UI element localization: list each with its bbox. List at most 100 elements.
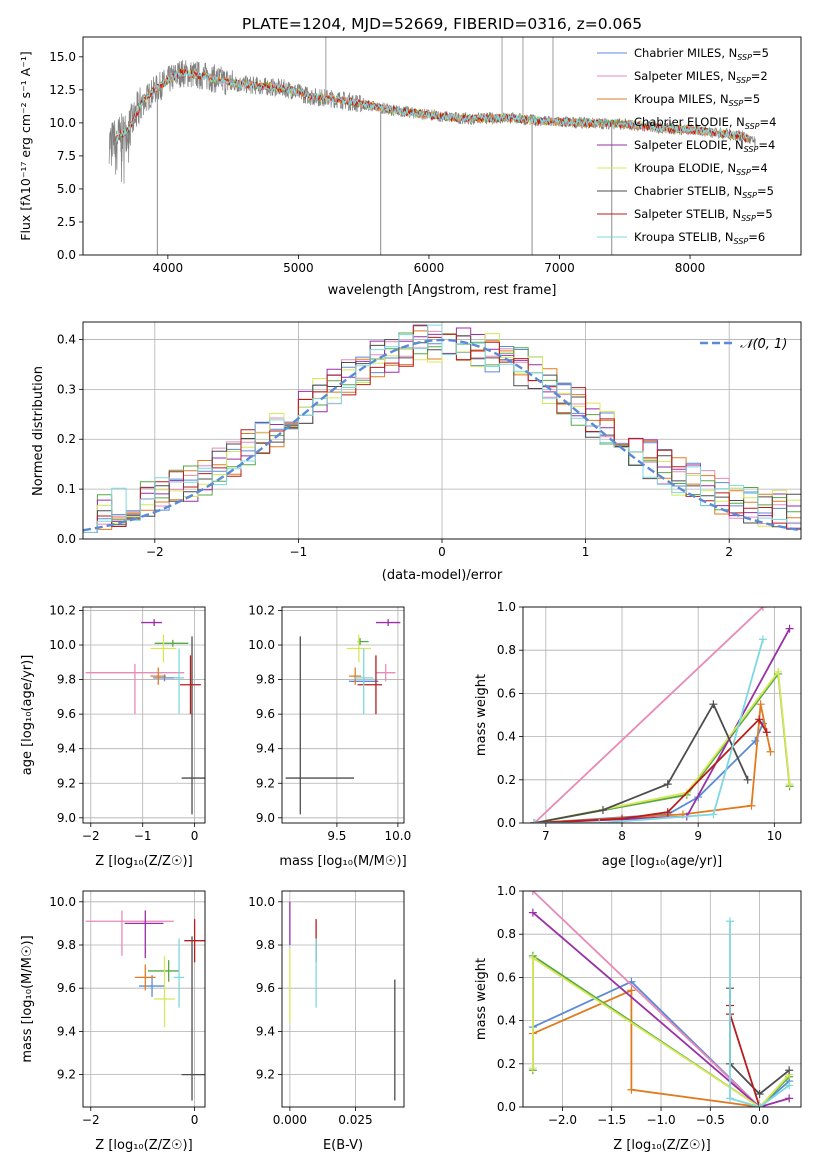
legend-label-main: Salpeter STELIB, N — [634, 207, 741, 221]
age-vs-mass-panel: mass [log₁₀(M/M☉)] 9.5 10.09.09.29.49.69.… — [248, 603, 411, 869]
weight-line-chabrier_miles — [532, 980, 790, 1107]
mass-vs-ebv-ticks: 0.000 0.025 9.2 9.4 9.6 9.8 10.0 — [248, 895, 372, 1127]
y-tick-label: 9.0 — [57, 811, 76, 825]
legend-label-main: Salpeter MILES, N — [634, 69, 736, 83]
mass-vs-Z-xlabel: Z [log₁₀(Z/Z☉)] — [95, 1138, 192, 1153]
weight-marker-chabrier_stelib — [755, 1090, 764, 1099]
age-vs-mass-plot-area — [282, 607, 404, 823]
legend-label-tail: =5 — [756, 207, 773, 221]
y-tick-label: 9.4 — [256, 742, 275, 756]
x-tick-label: 9 — [694, 829, 702, 843]
spectrum-plot-area — [108, 37, 756, 255]
mass-vs-ebv-xlabel: E(B-V) — [323, 1138, 363, 1153]
legend-label-subscript: SSP — [745, 122, 760, 131]
x-tick-label: −1 — [134, 829, 152, 843]
weight-marker-kroupa_stelib — [726, 917, 735, 926]
legend-label-salpeter_miles: Salpeter MILES, NSSP=2 — [634, 69, 768, 85]
y-tick-label: 10.0 — [49, 895, 76, 909]
spectrum-panel: PLATE=1204, MJD=52669, FIBERID=0316, z=0… — [18, 15, 802, 298]
legend-label-subscript: SSP — [736, 168, 751, 177]
weight-marker-chabrier_stelib — [663, 780, 672, 789]
weight-marker-salpeter_elodie — [785, 624, 794, 633]
weight-vs-Z-ticks: −2.0 −1.5 −1.0 −0.5 0.0 0.0 0.2 0.4 0.6 0.8 1.0 — [497, 884, 769, 1127]
mass-vs-Z-ticks: −2 0 9.2 9.4 9.6 9.8 10.0 — [49, 895, 198, 1127]
residuals-xlabel: (data-model)/error — [382, 568, 503, 583]
y-tick-label: 0.0 — [497, 816, 516, 830]
age-vs-Z-frame — [82, 606, 206, 824]
y-tick-label: 5.0 — [57, 182, 76, 196]
y-tick-label: 10.0 — [248, 638, 275, 652]
y-tick-label: 0.6 — [497, 686, 516, 700]
weight-marker-salpeter_elodie — [785, 1094, 794, 1103]
mass-vs-ebv-frame — [281, 890, 405, 1108]
x-tick-label: 0.000 — [273, 1113, 307, 1127]
legend-label-kroupa_miles: Kroupa MILES, NSSP=5 — [634, 92, 760, 108]
y-tick-label: 9.4 — [57, 742, 76, 756]
legend-label-main: Chabrier MILES, N — [634, 46, 737, 60]
legend-label-tail: =2 — [751, 69, 768, 83]
y-tick-label: 0.8 — [497, 927, 516, 941]
y-tick-label: 0.4 — [57, 332, 76, 346]
y-tick-label: 0.4 — [497, 1014, 516, 1028]
weight-line-kroupa_elodie — [532, 956, 790, 1107]
x-tick-label: −2.0 — [548, 1113, 577, 1127]
legend-label-subscript: SSP — [742, 191, 757, 200]
weight-marker-kroupa_elodie — [774, 667, 783, 676]
x-tick-label: 8000 — [675, 261, 706, 275]
weight-marker-kroupa_stelib — [726, 1094, 735, 1103]
weight-marker-kroupa_miles — [627, 1085, 636, 1094]
weight-vs-age-panel: age [log₁₀(age/yr)] mass weight 7 8 9 10 0.0… — [474, 600, 802, 869]
y-tick-label: 10.0 — [49, 638, 76, 652]
x-tick-label: −2 — [82, 1113, 100, 1127]
mass-vs-Z-frame — [82, 890, 206, 1108]
weight-marker-kroupa_stelib — [709, 810, 718, 819]
y-tick-label: 9.2 — [256, 776, 275, 790]
weight-line-salpeter_miles — [533, 607, 764, 823]
y-tick-label: 9.4 — [256, 1024, 275, 1038]
age-vs-Z-ticks: −2 −1 0 9.0 9.2 9.4 9.6 9.8 10.0 10.2 — [49, 603, 198, 843]
y-tick-label: 0.0 — [497, 1100, 516, 1114]
legend-label-salpeter_elodie: Salpeter ELODIE, NSSP=4 — [634, 138, 775, 154]
weight-vs-Z-ylabel: mass weight — [474, 958, 489, 1040]
weight-marker-salpeter_miles — [528, 891, 537, 895]
weight-vs-Z-panel: Z [log₁₀(Z/Z☉)] mass weight −2.0 −1.5 −1.0… — [474, 884, 802, 1153]
weight-marker-chabrier_stelib — [743, 775, 752, 784]
y-tick-label: 12.5 — [49, 83, 76, 97]
y-tick-label: 9.0 — [256, 811, 275, 825]
y-tick-label: 0.0 — [57, 532, 76, 546]
spectrum-title: PLATE=1204, MJD=52669, FIBERID=0316, z=0… — [242, 15, 642, 33]
x-tick-label: 1 — [582, 545, 590, 559]
weight-vs-Z-frame — [522, 890, 802, 1108]
weight-marker-salpeter_stelib — [663, 808, 672, 817]
x-tick-label: 2 — [725, 545, 733, 559]
age-vs-Z-ylabel: age [log₁₀(age/yr)] — [20, 655, 35, 776]
weight-line-kroupa_stelib — [534, 639, 764, 823]
y-tick-label: 9.2 — [256, 1068, 275, 1082]
weight-marker-kroupa_stelib — [595, 819, 604, 823]
model-spectrum-kroupa_stelib — [115, 70, 749, 143]
x-tick-label: 0 — [191, 1113, 199, 1127]
y-tick-label: 10.0 — [248, 895, 275, 909]
legend-label-main: Kroupa STELIB, N — [634, 230, 734, 244]
x-tick-label: −2 — [82, 829, 100, 843]
weight-line-kroupa_stelib — [729, 921, 790, 1107]
spectrum-xlabel: wavelength [Angstrom, rest frame] — [328, 283, 557, 298]
mass-vs-Z-panel: Z [log₁₀(Z/Z☉)] mass [log₁₀(M/M☉)] −2 0 9.… — [20, 890, 206, 1153]
legend-label-kroupa_stelib: Kroupa STELIB, NSSP=6 — [634, 230, 765, 246]
legend-label-tail: =6 — [748, 230, 765, 244]
legend-label-main: Salpeter ELODIE, N — [634, 138, 744, 152]
weight-marker-salpeter_stelib — [755, 715, 764, 724]
x-tick-label: 10 — [767, 829, 782, 843]
x-tick-label: 8 — [618, 829, 626, 843]
y-tick-label: 9.4 — [57, 1024, 76, 1038]
x-tick-label: −2 — [146, 545, 164, 559]
legend-label-kroupa_elodie: Kroupa ELODIE, NSSP=4 — [634, 161, 768, 177]
x-tick-label: −1.0 — [646, 1113, 675, 1127]
legend-label-subscript: SSP — [734, 237, 749, 246]
x-tick-label: 0.025 — [338, 1113, 372, 1127]
weight-marker-kroupa_stelib — [785, 1081, 794, 1090]
y-tick-label: 1.0 — [497, 600, 516, 614]
y-tick-label: 9.8 — [57, 673, 76, 687]
weight-vs-age-ylabel: mass weight — [474, 674, 489, 756]
